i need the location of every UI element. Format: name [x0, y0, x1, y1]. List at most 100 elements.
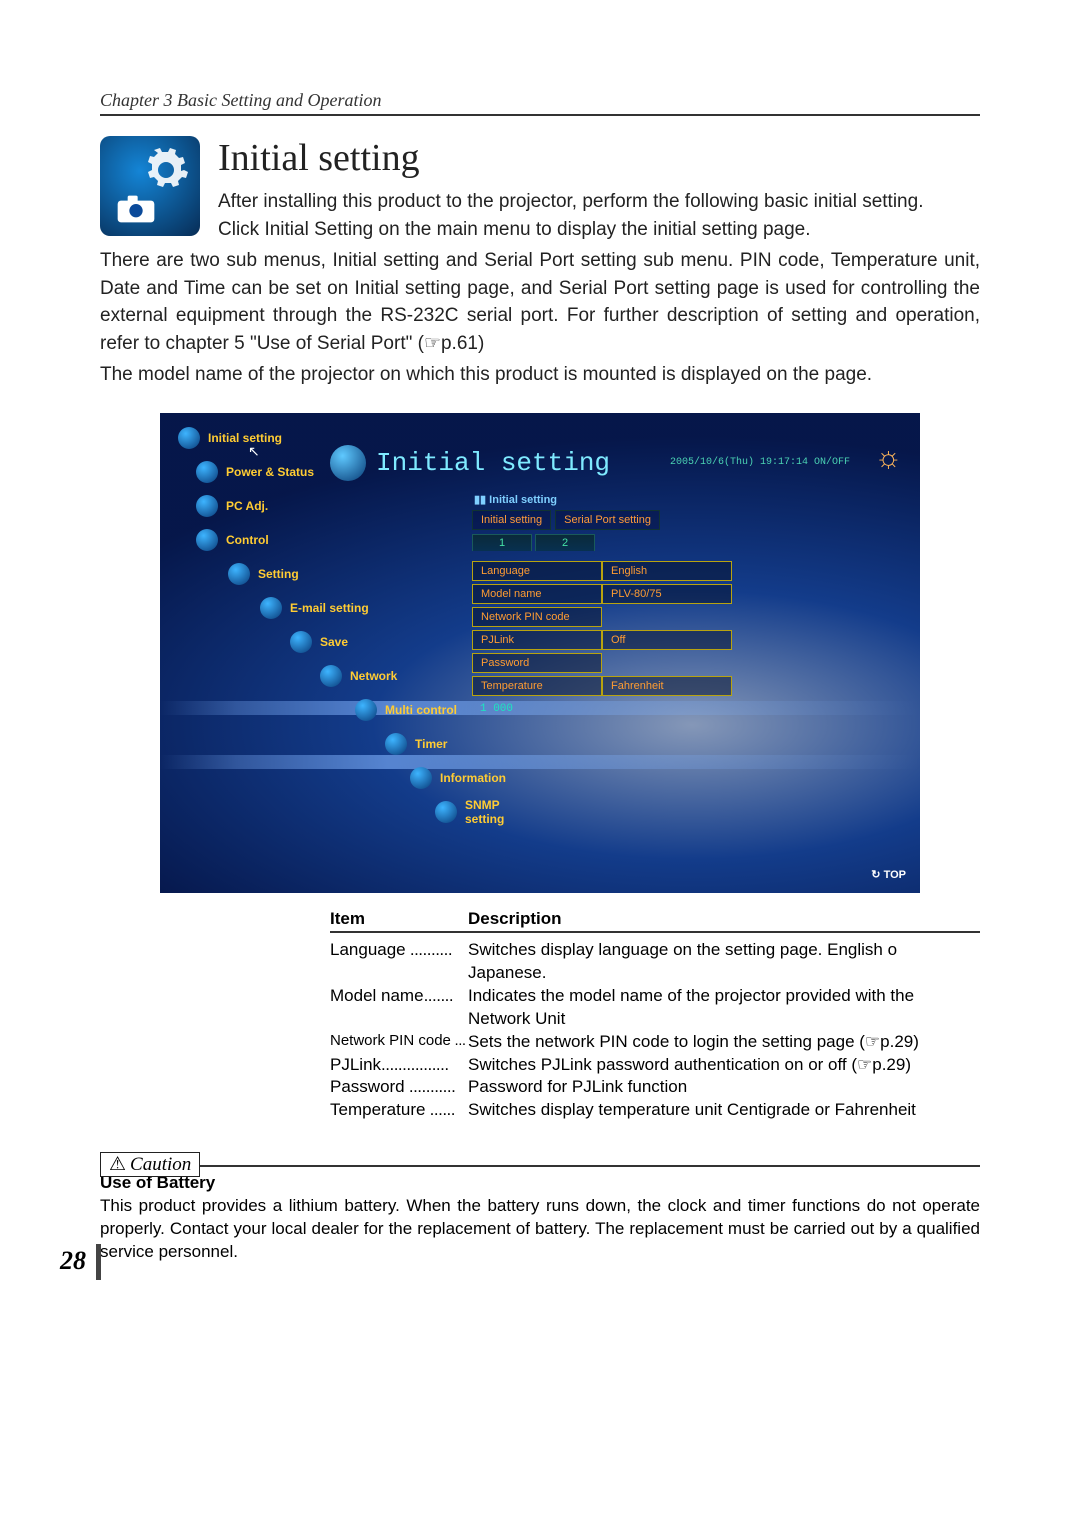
sidebar-item[interactable]: Save: [160, 625, 480, 659]
title-icon: [330, 445, 366, 481]
sidebar-item[interactable]: Control: [160, 523, 480, 557]
setting-key: Temperature: [472, 676, 602, 696]
sidebar-item-label: E-mail setting: [290, 601, 369, 615]
sidebar-item[interactable]: SNMP setting: [160, 795, 480, 829]
intro-paragraph-3: There are two sub menus, Initial setting…: [100, 247, 980, 357]
section-title: Initial setting: [218, 136, 980, 180]
setting-row: LanguageEnglish: [472, 561, 772, 581]
datetime-label: 2005/10/6(Thu) 19:17:14 ON/OFF: [670, 457, 850, 468]
setting-value[interactable]: Off: [602, 630, 732, 650]
subpage-tab[interactable]: 2: [535, 534, 595, 551]
sidebar-item-label: PC Adj.: [226, 499, 268, 513]
sidebar-item-label: SNMP setting: [465, 798, 504, 826]
sidebar-item-label: Multi control: [385, 703, 457, 717]
sidebar-item[interactable]: E-mail setting: [160, 591, 480, 625]
desc-item: Model name.......: [330, 985, 468, 1031]
setting-row: Network PIN code: [472, 607, 772, 627]
setting-key: Model name: [472, 584, 602, 604]
sidebar-item[interactable]: Timer: [160, 727, 480, 761]
col-description: Description: [468, 909, 562, 929]
desc-item: Language ..........: [330, 939, 468, 985]
top-link[interactable]: TOP: [871, 868, 906, 881]
footer-value: 1 000: [472, 699, 772, 719]
setting-key: Network PIN code: [472, 607, 602, 627]
desc-item: Password ...........: [330, 1076, 468, 1099]
setting-row: TemperatureFahrenheit: [472, 676, 772, 696]
caution-title: Use of Battery: [100, 1173, 980, 1193]
caution-label: Caution: [130, 1154, 191, 1175]
sidebar-item[interactable]: Information: [160, 761, 480, 795]
subpage-tab[interactable]: 1: [472, 534, 532, 551]
desc-row: PJLink................Switches PJLink pa…: [330, 1054, 980, 1077]
sidebar-item[interactable]: Network: [160, 659, 480, 693]
camera-icon: [116, 194, 156, 224]
setting-value[interactable]: Fahrenheit: [602, 676, 732, 696]
tab[interactable]: Serial Port setting: [555, 510, 660, 530]
desc-row: Model name.......Indicates the model nam…: [330, 985, 980, 1031]
setting-row: Model namePLV-80/75: [472, 584, 772, 604]
sun-icon: ☼: [875, 441, 903, 475]
setting-value[interactable]: PLV-80/75: [602, 584, 732, 604]
desc-text: Indicates the model name of the projecto…: [468, 985, 980, 1031]
desc-row: Temperature ......Switches display tempe…: [330, 1099, 980, 1122]
menu-icon: [178, 427, 200, 449]
setting-key: Password: [472, 653, 602, 673]
description-table: Item Description Language ..........Swit…: [330, 909, 980, 1123]
menu-icon: [196, 495, 218, 517]
caution-badge: Caution: [100, 1152, 200, 1177]
menu-icon: [196, 529, 218, 551]
menu-icon: [385, 733, 407, 755]
section-icon: [100, 136, 200, 236]
text: Click: [218, 219, 264, 240]
sidebar-item-label: Power & Status: [226, 465, 314, 479]
screenshot-title-text: Initial setting: [376, 448, 610, 478]
menu-icon: [435, 801, 457, 823]
menu-icon: [260, 597, 282, 619]
setting-key: Language: [472, 561, 602, 581]
text: on the main menu to display the initial …: [373, 219, 810, 240]
initial-setting-ref: Initial Setting: [264, 219, 373, 240]
menu-icon: [320, 665, 342, 687]
desc-text: Switches display language on the setting…: [468, 939, 980, 985]
desc-text: Password for PJLink function: [468, 1076, 980, 1099]
chapter-header: Chapter 3 Basic Setting and Operation: [100, 90, 980, 116]
desc-row: Password ...........Password for PJLink …: [330, 1076, 980, 1099]
setting-row: PJLinkOff: [472, 630, 772, 650]
sidebar-item[interactable]: Setting: [160, 557, 480, 591]
intro-paragraph-2: Click Initial Setting on the main menu t…: [218, 216, 980, 244]
col-item: Item: [330, 909, 468, 929]
menu-icon: [355, 699, 377, 721]
setting-row: Password: [472, 653, 772, 673]
desc-item: Network PIN code ...: [330, 1031, 468, 1054]
sidebar-item[interactable]: PC Adj.: [160, 489, 480, 523]
setting-key: PJLink: [472, 630, 602, 650]
tab-group-label: Initial setting: [489, 494, 557, 506]
sidebar-item[interactable]: Multi control: [160, 693, 480, 727]
desc-text: Sets the network PIN code to login the s…: [468, 1031, 980, 1054]
sidebar-item-label: Save: [320, 635, 348, 649]
settings-screenshot: Initial setting Power & Status PC Adj. Cont…: [160, 413, 920, 893]
page-number: 28: [60, 1246, 86, 1276]
desc-row: Language ..........Switches display lang…: [330, 939, 980, 985]
menu-icon: [290, 631, 312, 653]
desc-row: Network PIN code ...Sets the network PIN…: [330, 1031, 980, 1054]
desc-text: Switches display temperature unit Centig…: [468, 1099, 980, 1122]
desc-item: Temperature ......: [330, 1099, 468, 1122]
sidebar-item-label: Initial setting: [208, 431, 282, 445]
setting-value[interactable]: English: [602, 561, 732, 581]
desc-item: PJLink................: [330, 1054, 468, 1077]
sidebar-item-label: Timer: [415, 737, 447, 751]
menu-icon: [228, 563, 250, 585]
cursor-icon: ↖: [248, 443, 260, 460]
gear-icon: [142, 146, 190, 194]
intro-paragraph-1: After installing this product to the pro…: [218, 188, 980, 216]
caution-text: This product provides a lithium battery.…: [100, 1195, 980, 1264]
tab[interactable]: Initial setting: [472, 510, 551, 530]
page-bar: [96, 1244, 101, 1280]
sidebar-item-label: Control: [226, 533, 269, 547]
sidebar-item-label: Information: [440, 771, 506, 785]
desc-text: Switches PJLink password authentication …: [468, 1054, 980, 1077]
sidebar-item-label: Network: [350, 669, 397, 683]
intro-paragraph-4: The model name of the projector on which…: [100, 361, 980, 389]
menu-icon: [410, 767, 432, 789]
